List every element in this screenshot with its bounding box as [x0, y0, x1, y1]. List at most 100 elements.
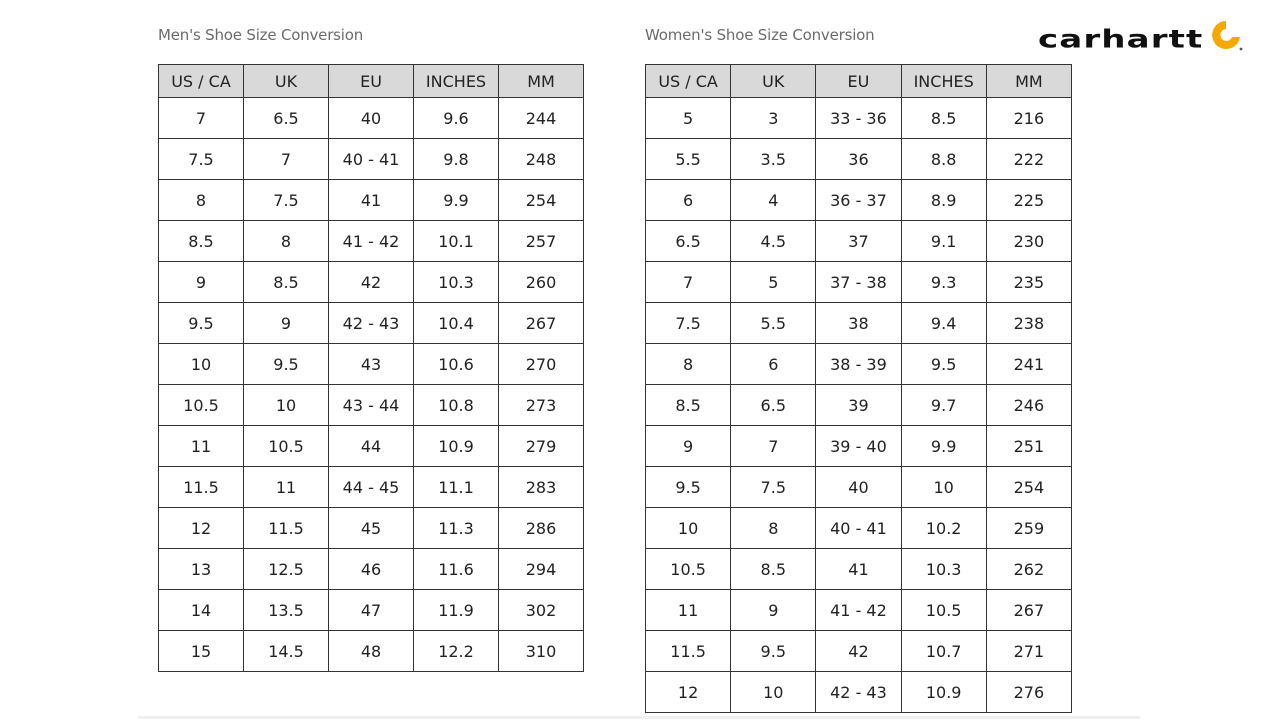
table-cell: 10 — [900, 466, 987, 508]
table-cell: 12.2 — [413, 630, 499, 672]
table-cell: 5.5 — [644, 138, 732, 180]
table-cell: 13.5 — [243, 589, 329, 631]
table-cell: 7.5 — [158, 138, 244, 180]
table-cell: 8.5 — [900, 97, 987, 139]
table-row: 10 8 40 - 41 10.2 259 — [644, 507, 1073, 549]
table-row: 8 6 38 - 39 9.5 241 — [644, 343, 1073, 385]
table-cell: 254 — [498, 179, 584, 221]
table-cell: 9.7 — [900, 384, 987, 426]
table-cell: 8.9 — [900, 179, 987, 221]
table-cell: 271 — [985, 630, 1073, 672]
table-cell: 10 — [243, 384, 329, 426]
table-row: 5.5 3.5 36 8.8 222 — [644, 138, 1073, 180]
table-cell: 6.5 — [243, 97, 329, 139]
table-cell: 11 — [243, 466, 329, 508]
table-cell: 39 — [815, 384, 902, 426]
table-cell: 42 - 43 — [815, 671, 902, 713]
table-cell: 36 — [815, 138, 902, 180]
table-cell: 9.5 — [730, 630, 817, 672]
table-cell: 8 — [158, 179, 244, 221]
table-cell: 44 — [328, 425, 414, 467]
table-cell: 10.3 — [900, 548, 987, 590]
table-row: 10.5 10 43 - 44 10.8 273 — [158, 384, 584, 426]
table-cell: 286 — [498, 507, 584, 549]
table-cell: 14 — [158, 589, 244, 631]
table-cell: 40 — [815, 466, 902, 508]
table-cell: 7 — [243, 138, 329, 180]
svg-text:carhartt: carhartt — [1038, 25, 1203, 54]
table-cell: 11.5 — [644, 630, 732, 672]
table-cell: 10.9 — [413, 425, 499, 467]
table-cell: 225 — [985, 179, 1073, 221]
table-row: 8 7.5 41 9.9 254 — [158, 179, 584, 221]
table-cell: 251 — [985, 425, 1073, 467]
table-cell: 41 - 42 — [328, 220, 414, 262]
table-row: 9 7 39 - 40 9.9 251 — [644, 425, 1073, 467]
table-cell: 9.6 — [413, 97, 499, 139]
table-row: 12 10 42 - 43 10.9 276 — [644, 671, 1073, 713]
table-row: 15 14.5 48 12.2 310 — [158, 630, 584, 672]
table-row: 11 9 41 - 42 10.5 267 — [644, 589, 1073, 631]
table-cell: 248 — [498, 138, 584, 180]
table-cell: 8.5 — [158, 220, 244, 262]
table-cell: 9.8 — [413, 138, 499, 180]
table-row: 10.5 8.5 41 10.3 262 — [644, 548, 1073, 590]
table-cell: 37 — [815, 220, 902, 262]
table-cell: 267 — [498, 302, 584, 344]
table-cell: 44 - 45 — [328, 466, 414, 508]
table-row: 9.5 9 42 - 43 10.4 267 — [158, 302, 584, 344]
table-cell: 10.1 — [413, 220, 499, 262]
table-cell: 40 — [328, 97, 414, 139]
table-row: 7 5 37 - 38 9.3 235 — [644, 261, 1073, 303]
table-cell: 43 - 44 — [328, 384, 414, 426]
carhartt-logo: carhartt — [1038, 18, 1244, 58]
table-cell: 216 — [985, 97, 1073, 139]
table-cell: 10.7 — [900, 630, 987, 672]
table-cell: 267 — [985, 589, 1073, 631]
table-cell: 5 — [644, 97, 732, 139]
table-cell: 47 — [328, 589, 414, 631]
table-row: 11.5 9.5 42 10.7 271 — [644, 630, 1073, 672]
table-cell: 7 — [644, 261, 732, 303]
mens-size-table: US / CA UK EU INCHES MM 7 6.5 40 9.6 244 7.5 7 40 -… — [158, 64, 584, 672]
table-cell: 11 — [158, 425, 244, 467]
table-cell: 10.2 — [900, 507, 987, 549]
table-cell: 15 — [158, 630, 244, 672]
table-cell: 38 - 39 — [815, 343, 902, 385]
table-cell: 36 - 37 — [815, 179, 902, 221]
table-cell: 12 — [158, 507, 244, 549]
divider — [138, 716, 1140, 719]
table-cell: 38 — [815, 302, 902, 344]
column-header: US / CA — [644, 64, 732, 98]
womens-size-table: US / CA UK EU INCHES MM 5 3 33 - 36 8.5 216 5.5 3.… — [644, 64, 1073, 713]
table-cell: 244 — [498, 97, 584, 139]
table-cell: 42 — [815, 630, 902, 672]
table-cell: 260 — [498, 261, 584, 303]
table-cell: 37 - 38 — [815, 261, 902, 303]
table-cell: 7 — [158, 97, 244, 139]
table-cell: 4.5 — [730, 220, 817, 262]
column-header: EU — [815, 64, 902, 98]
table-cell: 7 — [730, 425, 817, 467]
table-cell: 3.5 — [730, 138, 817, 180]
table-cell: 11.5 — [158, 466, 244, 508]
table-cell: 10.5 — [243, 425, 329, 467]
table-cell: 9.5 — [900, 343, 987, 385]
table-cell: 11.6 — [413, 548, 499, 590]
table-cell: 33 - 36 — [815, 97, 902, 139]
table-cell: 270 — [498, 343, 584, 385]
table-cell: 9 — [243, 302, 329, 344]
table-cell: 48 — [328, 630, 414, 672]
table-row: 14 13.5 47 11.9 302 — [158, 589, 584, 631]
table-row: 8.5 8 41 - 42 10.1 257 — [158, 220, 584, 262]
table-cell: 10.5 — [644, 548, 732, 590]
table-cell: 262 — [985, 548, 1073, 590]
table-cell: 9.9 — [900, 425, 987, 467]
table-cell: 11 — [644, 589, 732, 631]
table-cell: 41 - 42 — [815, 589, 902, 631]
table-cell: 9.4 — [900, 302, 987, 344]
table-cell: 283 — [498, 466, 584, 508]
table-cell: 9.1 — [900, 220, 987, 262]
table-cell: 259 — [985, 507, 1073, 549]
table-row: 9 8.5 42 10.3 260 — [158, 261, 584, 303]
